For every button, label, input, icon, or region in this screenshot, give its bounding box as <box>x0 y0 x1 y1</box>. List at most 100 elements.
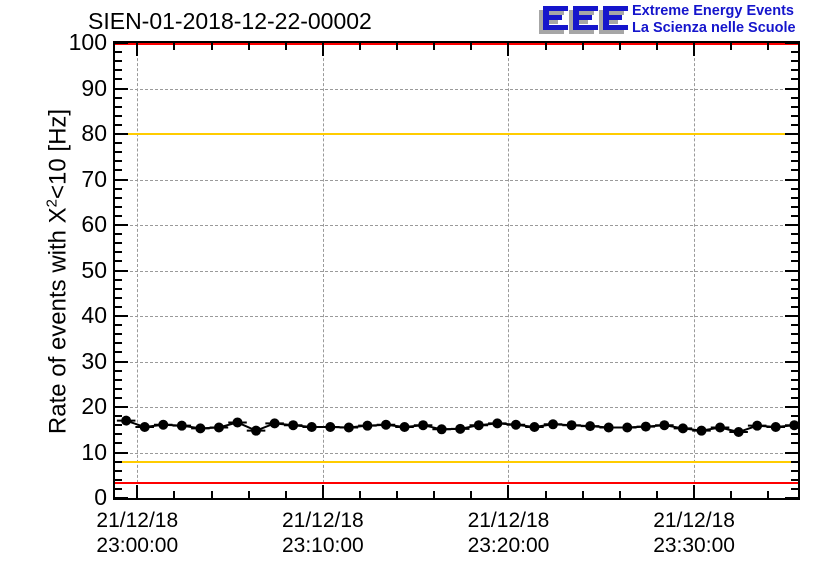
y-tick-minor <box>115 114 122 117</box>
y-tick-minor <box>115 369 122 372</box>
y-tick-minor <box>791 96 798 99</box>
y-tick-minor <box>115 123 122 126</box>
x-tick-major <box>693 485 696 498</box>
y-tick-minor <box>115 433 122 436</box>
y-tick-major <box>115 224 128 226</box>
x-tick-minor <box>433 43 436 50</box>
y-tick-minor <box>115 160 122 163</box>
y-tick-minor <box>791 369 798 372</box>
y-tick-minor <box>791 114 798 117</box>
data-point <box>232 417 243 428</box>
y-tick-minor <box>115 324 122 327</box>
y-tick-minor <box>115 378 122 381</box>
eee-logo: Extreme Energy Events La Scienza nelle S… <box>538 2 834 38</box>
x-tick-minor <box>618 43 621 50</box>
data-point <box>603 422 614 433</box>
x-tick-minor <box>730 491 733 498</box>
data-point <box>455 423 466 434</box>
y-tick-major <box>785 269 798 272</box>
y-tick-minor <box>791 342 798 345</box>
y-tick-minor <box>791 242 798 245</box>
y-tick-major <box>115 269 128 272</box>
y-tick-label: 50 <box>81 256 107 283</box>
y-tick-major <box>115 497 128 498</box>
data-point <box>399 422 410 433</box>
y-tick-minor <box>115 60 122 63</box>
y-tick-major <box>785 87 798 90</box>
y-tick-minor <box>791 378 798 381</box>
x-tick-minor <box>396 43 399 50</box>
y-tick-minor <box>115 233 122 236</box>
y-tick-minor <box>115 169 122 172</box>
data-point <box>789 420 798 431</box>
y-tick-major <box>785 43 798 44</box>
data-point <box>251 425 262 436</box>
data-point <box>677 423 688 434</box>
data-point <box>176 420 187 431</box>
y-tick-minor <box>115 342 122 345</box>
y-tick-minor <box>115 460 122 463</box>
data-point <box>436 424 447 435</box>
x-tick-label-date: 21/12/18 <box>653 509 735 532</box>
x-tick-label: 21/12/18 23:00:00 <box>57 508 217 558</box>
logo-line-1: Extreme Energy Events <box>632 3 794 19</box>
y-tick-minor <box>115 278 122 281</box>
y-tick-minor <box>791 196 798 199</box>
y-tick-label: 10 <box>81 438 107 465</box>
y-tick-label: 100 <box>68 29 107 55</box>
data-point <box>343 422 354 433</box>
x-tick-minor <box>173 491 176 498</box>
y-tick-major <box>115 451 128 454</box>
y-tick-minor <box>115 51 122 54</box>
y-tick-minor <box>115 333 122 336</box>
y-tick-major <box>785 406 798 408</box>
y-tick-label: 30 <box>81 347 107 374</box>
y-tick-minor <box>115 242 122 245</box>
data-point <box>492 418 503 429</box>
data-point <box>659 420 670 431</box>
y-tick-minor <box>115 442 122 445</box>
h-gridline <box>115 452 798 454</box>
y-tick-major <box>785 178 798 181</box>
data-point <box>696 425 707 436</box>
data-point <box>306 422 317 433</box>
x-tick-minor <box>358 43 361 50</box>
y-tick-minor <box>791 187 798 190</box>
x-tick-label-date: 21/12/18 <box>467 509 550 532</box>
data-point <box>269 418 280 429</box>
data-point <box>733 427 744 438</box>
x-tick-major <box>693 43 696 56</box>
x-tick-minor <box>544 43 547 50</box>
x-tick-minor <box>581 43 584 50</box>
x-tick-major <box>507 43 510 56</box>
y-tick-minor <box>115 214 122 217</box>
v-gridline <box>694 43 696 498</box>
y-tick-minor <box>115 251 122 254</box>
y-tick-major <box>785 224 798 226</box>
x-tick-label-time: 23:30:00 <box>653 534 735 557</box>
threshold-line-upper-alarm <box>115 43 798 45</box>
y-tick-minor <box>115 205 122 208</box>
y-tick-minor <box>791 233 798 236</box>
x-tick-minor <box>618 491 621 498</box>
y-tick-minor <box>115 351 122 354</box>
x-tick-minor <box>358 491 361 498</box>
y-tick-minor <box>115 187 122 190</box>
data-series <box>116 415 798 438</box>
data-point <box>566 420 577 431</box>
y-tick-major <box>785 497 798 498</box>
h-gridline <box>115 88 798 90</box>
y-axis-title-superscript: 2 <box>43 198 61 207</box>
data-point <box>770 422 781 433</box>
v-gridline <box>137 43 139 498</box>
y-tick-label: 20 <box>81 393 107 419</box>
data-point <box>158 419 169 430</box>
x-tick-minor <box>210 43 213 50</box>
y-tick-major <box>115 178 128 181</box>
data-point <box>362 420 373 431</box>
x-tick-label-time: 23:20:00 <box>467 534 550 557</box>
x-tick-label: 21/12/18 23:30:00 <box>614 508 774 558</box>
y-tick-minor <box>791 169 798 172</box>
y-tick-major <box>785 315 798 317</box>
